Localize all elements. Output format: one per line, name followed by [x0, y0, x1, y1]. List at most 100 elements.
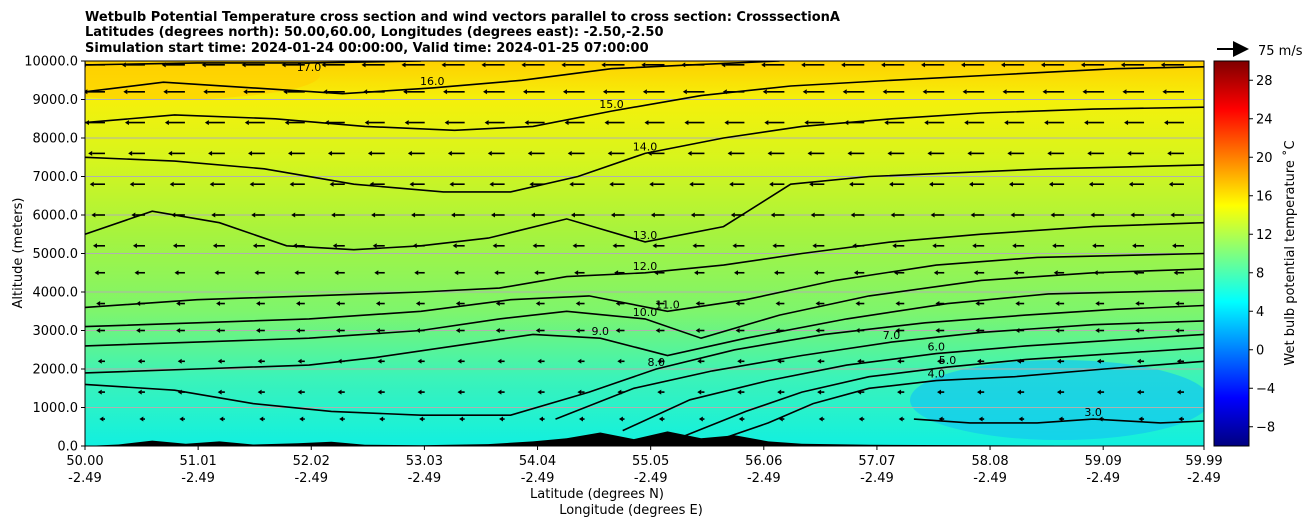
wind-vector-head — [884, 120, 889, 126]
wind-vector-head — [451, 212, 456, 218]
wind-vector-head — [537, 358, 542, 364]
wind-vector-head — [497, 358, 502, 364]
wind-vector-head — [484, 120, 489, 126]
x-tick-label-lon: -2.49 — [1187, 471, 1221, 486]
wind-vector-head — [1042, 89, 1047, 95]
wind-vector-head — [812, 243, 817, 249]
y-tick-label: 7000.0 — [33, 170, 79, 185]
wind-vector-head — [572, 243, 577, 249]
wind-vector-head — [1135, 328, 1140, 333]
contour-label: 8.0 — [648, 356, 666, 369]
wind-vector-head — [841, 62, 846, 68]
wind-vector-head — [762, 89, 767, 95]
wind-vector-head — [615, 328, 620, 333]
wind-vector-head — [256, 328, 261, 333]
wind-vector-head — [562, 89, 567, 95]
wind-vector-head — [252, 243, 257, 249]
wind-vector-head — [537, 389, 542, 395]
contour-label: 15.0 — [599, 98, 624, 111]
wind-vector-head — [682, 89, 687, 95]
grid-lines — [85, 61, 1204, 446]
wind-vector-head — [818, 416, 823, 422]
colorbar — [1213, 60, 1250, 447]
wind-vector-head — [163, 89, 168, 95]
wind-vector-head — [248, 150, 253, 156]
wind-vector-head — [1164, 120, 1169, 126]
wind-vector-head — [327, 150, 332, 156]
wind-vector-head — [817, 358, 822, 364]
wind-vector-head — [847, 150, 852, 156]
wind-vector-head — [1162, 89, 1167, 95]
wind-vector-head — [483, 89, 488, 95]
x-tick-label-lon: -2.49 — [973, 471, 1007, 486]
wind-vector-head — [881, 62, 886, 68]
x-tick-label-lon: -2.49 — [521, 471, 555, 486]
wind-vector-head — [1173, 270, 1178, 276]
wind-vector-head — [642, 89, 647, 95]
contour-line — [85, 268, 1204, 347]
contour-line — [622, 333, 1204, 432]
wind-vector-head — [136, 328, 141, 333]
wind-vector-head — [1136, 389, 1141, 395]
wind-vector-head — [1040, 62, 1045, 68]
wind-vector-head — [169, 181, 174, 187]
wind-vector-head — [256, 301, 261, 307]
contour-label: 5.0 — [939, 354, 957, 367]
wind-vector-head — [497, 389, 502, 395]
wind-vector-head — [857, 358, 862, 364]
wind-vector-head — [897, 389, 902, 395]
wind-vector-head — [895, 328, 900, 333]
contour-line — [85, 164, 1204, 251]
contour-line — [678, 347, 1204, 440]
contour-line — [85, 289, 1204, 374]
wind-vector-head — [481, 62, 486, 68]
y-tick-label: 8000.0 — [33, 132, 79, 147]
wind-vector-head — [364, 120, 369, 126]
wind-vector-head — [217, 358, 222, 364]
contour-line — [85, 66, 1204, 132]
wind-vector-head — [1048, 181, 1053, 187]
wind-vector-head — [457, 389, 462, 395]
wind-vector-head — [1082, 89, 1087, 95]
wind-vector-head — [254, 270, 259, 276]
wind-vector-head — [729, 181, 734, 187]
wind-vector-head — [976, 358, 981, 364]
y-axis: 0.0 1000.0 2000.0 3000.0 4000.0 5000.0 6000.0 7… — [24, 55, 85, 455]
wind-vector-head — [208, 150, 213, 156]
wind-vector-head — [417, 389, 422, 395]
wind-vector-head — [1124, 120, 1129, 126]
wind-vector-head — [164, 120, 169, 126]
wind-vector-head — [687, 150, 692, 156]
x-tick-label-lat: 57.07 — [858, 454, 895, 469]
wind-vector-head — [289, 181, 294, 187]
wind-vector-head — [1120, 62, 1125, 68]
wind-vector-head — [882, 89, 887, 95]
wind-vector-head — [1053, 270, 1058, 276]
colorbar-label: Wet bulb potential temperature ˚C — [1282, 140, 1298, 365]
wind-vector-head — [815, 301, 820, 307]
wind-vector-head — [534, 270, 539, 276]
wind-vector-head — [1080, 62, 1085, 68]
wind-vector-head — [204, 120, 209, 126]
wind-vector-head — [775, 301, 780, 307]
wind-vector-head — [1135, 301, 1140, 307]
wind-vector-head — [1136, 358, 1141, 364]
wind-vectors — [85, 62, 1185, 422]
wind-vector-head — [1138, 416, 1143, 422]
wind-vector-head — [695, 328, 700, 333]
wind-vector-head — [375, 301, 380, 307]
wind-vector-head — [972, 243, 977, 249]
colorbar-tick-label: −4 — [1256, 382, 1275, 397]
wind-vector-head — [849, 181, 854, 187]
wind-vector-head — [607, 150, 612, 156]
wind-vector-head — [1000, 62, 1005, 68]
wind-vector-head — [179, 416, 184, 422]
x-tick-label-lat: 55.05 — [632, 454, 669, 469]
wind-vector-head — [1170, 212, 1175, 218]
wind-vector-head — [1013, 270, 1018, 276]
x-tick-label-lat: 50.00 — [66, 454, 103, 469]
y-tick-label: 0.0 — [57, 440, 78, 455]
wind-vector-head — [772, 243, 777, 249]
wind-vector-head — [375, 328, 380, 333]
wind-vector-head — [455, 328, 460, 333]
